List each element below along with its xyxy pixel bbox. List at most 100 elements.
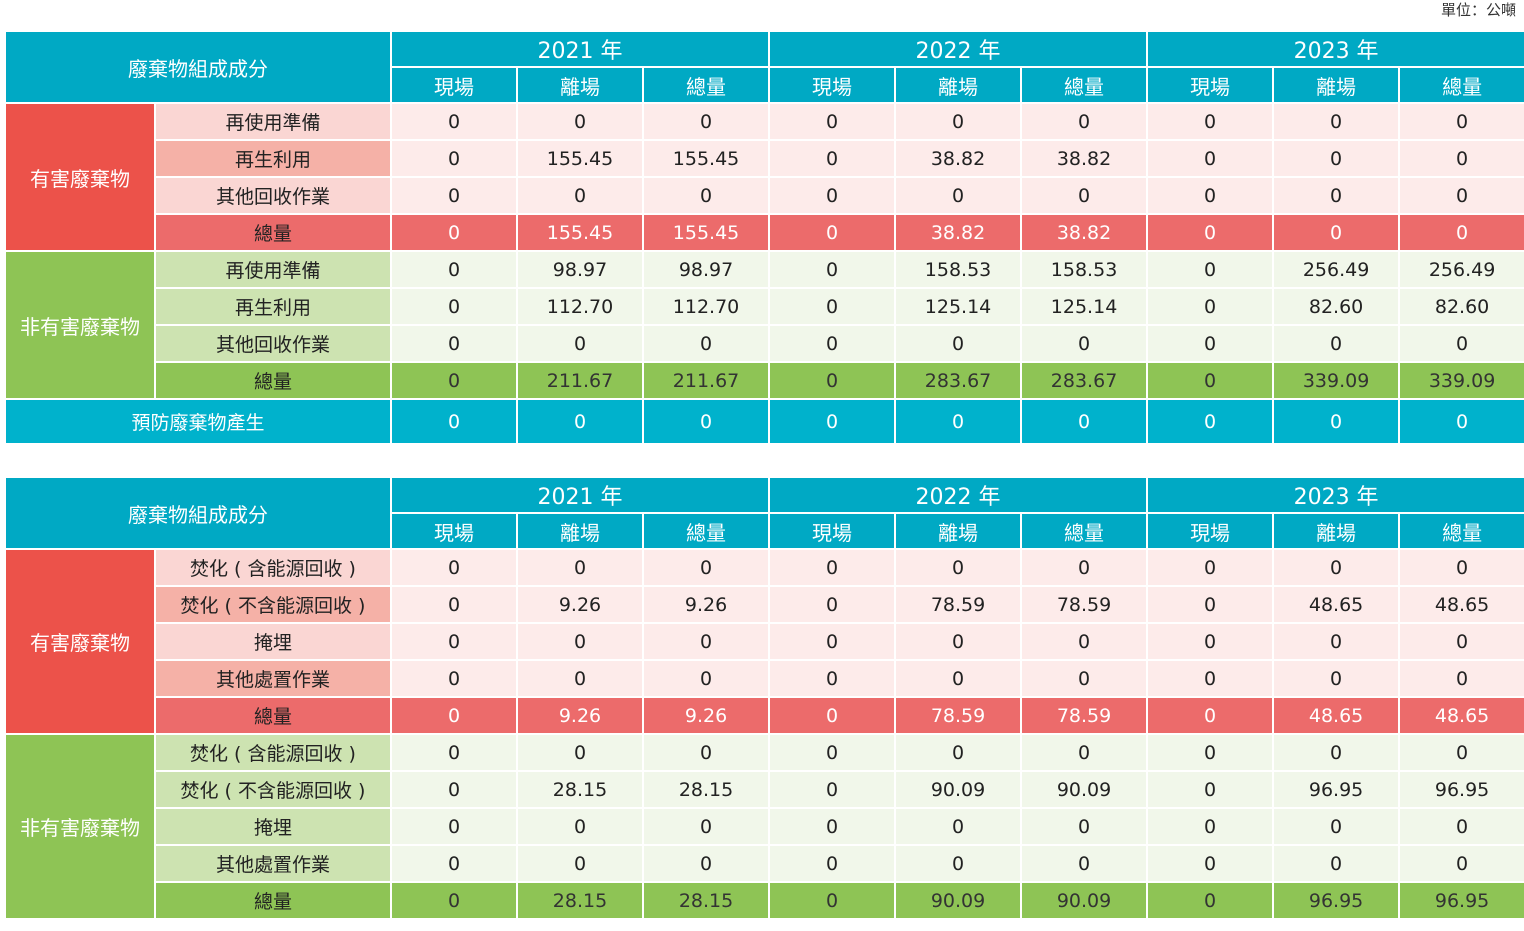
value-cell: 0 <box>1272 102 1401 141</box>
value-cell: 0 <box>1146 585 1275 624</box>
value-cell: 0 <box>390 585 518 624</box>
table-row: 掩埋 0 0 0 0 0 0 0 0 0 <box>5 622 1524 661</box>
value-cell: 0 <box>516 659 644 698</box>
header-sub: 離場 <box>1272 512 1401 550</box>
row-label: 其他處置作業 <box>154 659 392 698</box>
value-cell: 0 <box>1272 807 1401 846</box>
value-cell: 0 <box>390 287 518 326</box>
value-cell: 82.60 <box>1272 287 1401 326</box>
value-cell: 0 <box>641 102 771 141</box>
row-label: 焚化 ( 不含能源回收 ) <box>154 585 392 624</box>
value-cell: 0 <box>1146 659 1275 698</box>
category-label: 有害廢棄物 <box>4 548 156 735</box>
value-cell: 38.82 <box>1020 139 1149 178</box>
total-value: 0 <box>390 213 518 252</box>
value-cell: 0 <box>390 844 518 883</box>
prevention-row: 預防廢棄物產生 0 0 0 0 0 0 0 0 0 <box>4 398 1524 445</box>
header-sub: 離場 <box>516 66 644 104</box>
row-label: 其他回收作業 <box>154 176 392 215</box>
prevention-value: 0 <box>641 398 771 445</box>
value-cell: 0 <box>1146 733 1275 772</box>
value-cell: 0 <box>1146 770 1275 809</box>
value-cell: 0 <box>894 102 1023 141</box>
value-cell: 0 <box>1146 548 1275 587</box>
total-value: 38.82 <box>894 213 1023 252</box>
value-cell: 0 <box>1272 324 1401 363</box>
row-label: 焚化 ( 不含能源回收 ) <box>154 770 392 809</box>
total-value: 155.45 <box>641 213 771 252</box>
value-cell: 0 <box>1020 548 1149 587</box>
value-cell: 0 <box>1146 324 1275 363</box>
header-composition: 廢棄物組成成分 <box>4 30 392 104</box>
value-cell: 82.60 <box>1398 287 1524 326</box>
value-cell: 0 <box>390 622 518 661</box>
value-cell: 0 <box>768 659 897 698</box>
total-value: 339.09 <box>1398 361 1524 400</box>
table-row: 掩埋 0 0 0 0 0 0 0 0 0 <box>5 807 1524 846</box>
value-cell: 0 <box>894 622 1023 661</box>
value-cell: 0 <box>768 807 897 846</box>
value-cell: 0 <box>768 622 897 661</box>
value-cell: 0 <box>1020 324 1149 363</box>
value-cell: 0 <box>768 176 897 215</box>
table-row: 焚化 ( 不含能源回收 ) 0 28.15 28.15 0 90.09 90.09 0 96.9… <box>5 770 1524 809</box>
value-cell: 0 <box>768 548 897 587</box>
value-cell: 158.53 <box>894 250 1023 289</box>
total-value: 96.95 <box>1272 881 1401 920</box>
header-sub: 現場 <box>1146 512 1275 550</box>
value-cell: 0 <box>390 770 518 809</box>
value-cell: 0 <box>516 548 644 587</box>
prevention-value: 0 <box>390 398 518 445</box>
value-cell: 125.14 <box>894 287 1023 326</box>
total-row: 總量 0 155.45 155.45 0 38.82 38.82 0 0 0 <box>5 213 1524 252</box>
value-cell: 0 <box>1146 622 1275 661</box>
category-label: 非有害廢棄物 <box>4 733 156 920</box>
category-label: 非有害廢棄物 <box>4 250 156 400</box>
value-cell: 9.26 <box>641 585 771 624</box>
prevention-value: 0 <box>516 398 644 445</box>
value-cell: 0 <box>641 176 771 215</box>
header-sub: 總量 <box>1020 66 1149 104</box>
header-sub: 離場 <box>894 512 1023 550</box>
value-cell: 0 <box>1272 733 1401 772</box>
total-row: 總量 0 28.15 28.15 0 90.09 90.09 0 96.95 96.95 <box>5 881 1524 920</box>
total-value: 0 <box>1272 213 1401 252</box>
value-cell: 155.45 <box>641 139 771 178</box>
waste-recovery-table: 廢棄物組成成分 2021 年 2022 年 2023 年現場 離場 總量 現場 離場 總量 現場離… <box>4 30 1524 445</box>
header-sub: 離場 <box>894 66 1023 104</box>
value-cell: 0 <box>1398 659 1524 698</box>
total-value: 155.45 <box>516 213 644 252</box>
value-cell: 0 <box>1020 659 1149 698</box>
total-value: 0 <box>1146 361 1275 400</box>
value-cell: 48.65 <box>1398 585 1524 624</box>
header-sub: 總量 <box>641 512 771 550</box>
total-value: 28.15 <box>516 881 644 920</box>
value-cell: 0 <box>768 844 897 883</box>
header-sub: 現場 <box>768 512 897 550</box>
value-cell: 96.95 <box>1272 770 1401 809</box>
value-cell: 0 <box>1020 807 1149 846</box>
value-cell: 0 <box>516 102 644 141</box>
total-label: 總量 <box>154 696 392 735</box>
row-label: 焚化 ( 含能源回收 ) <box>154 548 392 587</box>
value-cell: 0 <box>641 324 771 363</box>
total-value: 48.65 <box>1398 696 1524 735</box>
header-row-years: 廢棄物組成成分 2021 年 2022 年 2023 年 <box>4 476 1524 550</box>
value-cell: 0 <box>1272 622 1401 661</box>
header-sub: 現場 <box>1146 66 1275 104</box>
value-cell: 0 <box>768 139 897 178</box>
value-cell: 90.09 <box>894 770 1023 809</box>
value-cell: 0 <box>1398 324 1524 363</box>
header-sub: 總量 <box>1398 512 1524 550</box>
value-cell: 256.49 <box>1398 250 1524 289</box>
total-value: 78.59 <box>1020 696 1149 735</box>
value-cell: 0 <box>390 139 518 178</box>
value-cell: 112.70 <box>516 287 644 326</box>
header-row-years: 廢棄物組成成分 2021 年 2022 年 2023 年 <box>4 30 1524 104</box>
value-cell: 0 <box>641 659 771 698</box>
value-cell: 0 <box>1146 102 1275 141</box>
row-label: 其他處置作業 <box>154 844 392 883</box>
value-cell: 155.45 <box>516 139 644 178</box>
value-cell: 98.97 <box>516 250 644 289</box>
value-cell: 98.97 <box>641 250 771 289</box>
